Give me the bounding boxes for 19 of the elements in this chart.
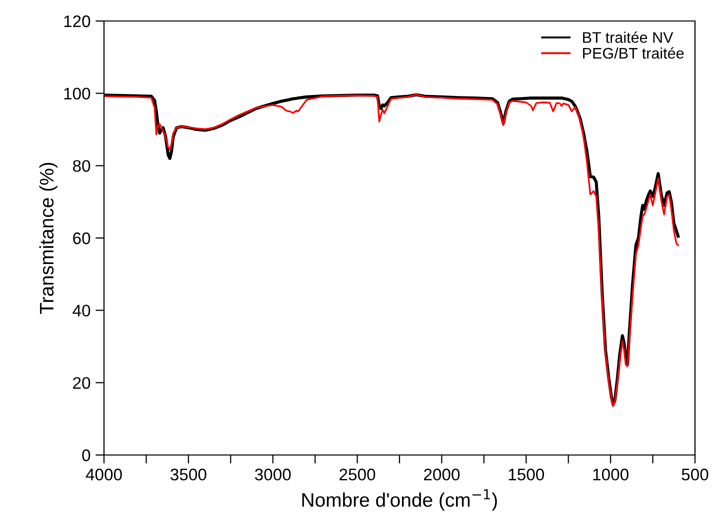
x-tick-label: 3000 [254,468,291,480]
x-tick-label: 1000 [593,468,628,480]
y-tick-label: 100 [64,88,90,100]
y-tick-label: 80 [72,160,90,172]
x-tick-label: 2500 [340,468,376,480]
x-axis-title: Nombre d'onde (cm$^{−1}$) [302,489,497,511]
x-tick-label: 2000 [424,468,460,480]
legend-label: PEG/BT traitée [583,47,684,59]
y-tick-label: 120 [64,15,90,28]
x-tick-label: 500 [682,468,708,480]
y-tick-label: 40 [72,304,90,317]
y-tick-label: 0 [82,449,90,462]
x-tick-label: 4000 [86,468,122,480]
legend-label: BT traitée NV [583,32,674,43]
y-tick-label: 60 [73,232,90,244]
y-tick-label: 20 [73,377,90,389]
y-axis-title: Transmitance (%) [39,162,58,314]
x-tick-label: 3500 [170,468,206,480]
x-tick-label: 1500 [508,468,544,480]
